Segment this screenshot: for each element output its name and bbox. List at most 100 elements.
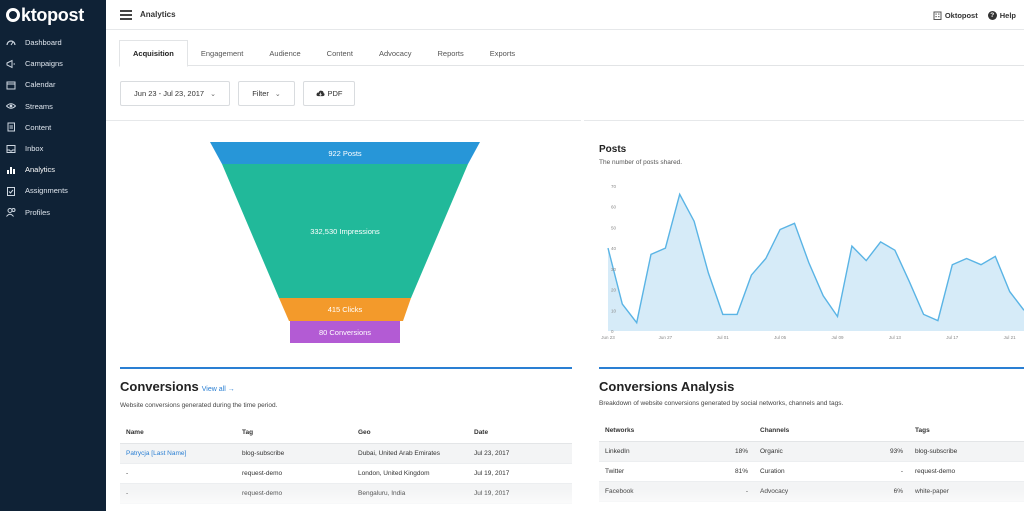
posts-chart-panel: Posts The number of posts shared. 0 10 20 3… [584,120,1024,355]
posts-area-fill [608,194,1024,331]
sidebar-item-campaigns[interactable]: Campaigns [0,53,106,74]
x-tick-label: Jul 17 [946,335,959,340]
table-row: - request-demo London, United Kingdom Ju… [120,463,572,484]
building-icon [933,11,942,20]
sidebar-item-dashboard[interactable]: Dashboard [0,32,106,53]
channel-share-cell: 93% [864,441,909,462]
posts-area-chart: 0 10 20 30 40 50 60 70 Jun 23 Jun 27 Jul 01 Jul 05 J… [601,184,1024,340]
users-icon [6,207,16,217]
sidebar-item-label: Calendar [25,80,56,90]
tag-cell: request-demo [236,463,352,484]
column-header-tag[interactable]: Tag [236,423,352,444]
contact-name-link[interactable]: Patrycja [Last Name] [120,443,236,464]
filter-bar: Jun 23 - Jul 23, 2017 ⌄ Filter ⌄ PDF [120,81,363,106]
tab-advocacy[interactable]: Advocacy [378,48,412,58]
conversions-table: Name Tag Geo Date Patrycja [Last Name] b… [120,423,572,504]
table-header-row: Name Tag Geo Date [120,423,572,444]
y-tick-label: 10 [611,308,617,313]
date-range-label: Jun 23 - Jul 23, 2017 [134,89,205,98]
sidebar-item-content[interactable]: Content [0,117,106,138]
conversions-title: Conversions View all → [120,379,235,394]
table-row: - request-demo Bengaluru, India Jul 19, … [120,483,572,504]
tab-exports[interactable]: Exports [489,48,516,58]
sidebar-item-label: Content [25,122,52,132]
help-link[interactable]: Help [999,10,1016,20]
clipboard-icon [6,186,16,196]
tab-reports[interactable]: Reports [437,48,464,58]
tag-cell: white-paper [909,481,1024,502]
tab-content[interactable]: Content [326,48,353,58]
funnel-stage-posts[interactable] [210,142,480,164]
analytics-tabs: Acquisition Engagement Audience Content … [119,40,1024,67]
acquisition-funnel: 922 Posts 332,530 Impressions 415 Clicks… [106,120,581,355]
funnel-stage-conversions[interactable] [290,321,400,343]
tab-engagement[interactable]: Engagement [200,48,244,58]
date-cell: Jul 19, 2017 [468,483,572,504]
y-tick-label: 60 [611,205,617,210]
channel-cell: Curation [754,461,864,482]
sidebar-item-assignments[interactable]: Assignments [0,180,106,201]
date-range-dropdown[interactable]: Jun 23 - Jul 23, 2017 ⌄ [120,81,230,106]
sidebar-item-calendar[interactable]: Calendar [0,74,106,95]
page-title: Analytics [140,10,176,19]
geo-cell: Bengaluru, India [352,483,468,504]
column-header-name[interactable]: Name [120,423,236,444]
posts-title: Posts [599,144,627,155]
funnel-label-clicks: 415 Clicks [328,305,363,314]
y-tick-label: 30 [611,267,617,272]
sidebar-item-label: Streams [25,101,53,111]
sidebar-nav: Dashboard Campaigns Calendar Streams Con… [0,32,106,223]
chevron-down-icon: ⌄ [274,90,281,98]
column-header-date[interactable]: Date [468,423,572,444]
chevron-down-icon: ⌄ [210,90,216,98]
bar-chart-icon [6,165,16,175]
top-bar: Analytics Oktopost ? Help [106,0,1024,30]
x-tick-label: Jun 23 [601,335,615,340]
network-cell: Facebook [599,481,709,502]
analysis-title: Conversions Analysis [599,379,735,394]
funnel-stage-clicks[interactable] [279,298,411,321]
sidebar-item-streams[interactable]: Streams [0,96,106,117]
funnel-stage-impressions[interactable] [222,164,468,298]
table-row: LinkedIn 18% Organic 93% blog-subscribe [599,441,1024,462]
y-tick-label: 0 [611,329,614,334]
posts-subtitle: The number of posts shared. [599,159,683,166]
sidebar: ktopost Dashboard Campaigns Calendar Str… [0,0,106,511]
channel-cell: Advocacy [754,481,864,502]
sidebar-item-profiles[interactable]: Profiles [0,202,106,223]
sidebar-item-inbox[interactable]: Inbox [0,138,106,159]
account-name[interactable]: Oktopost [944,10,978,20]
megaphone-icon [6,59,16,69]
geo-cell: Dubai, United Arab Emirates [352,443,468,464]
column-header-geo[interactable]: Geo [352,423,468,444]
table-header-row: Networks Channels Tags [599,421,1024,442]
x-tick-label: Jul 05 [774,335,787,340]
sidebar-item-label: Profiles [25,207,51,217]
help-icon[interactable]: ? [987,10,997,20]
oktopost-logo[interactable]: ktopost [0,0,106,30]
pdf-button[interactable]: PDF [303,81,355,106]
column-header-networks[interactable]: Networks [599,421,754,442]
channel-share-cell: 6% [864,481,909,502]
contact-name-cell: - [120,483,236,504]
sidebar-item-label: Analytics [25,165,56,175]
filter-dropdown[interactable]: Filter ⌄ [238,81,295,106]
logo-text: ktopost [21,4,84,25]
date-cell: Jul 19, 2017 [468,463,572,484]
hamburger-menu-icon[interactable] [120,9,132,20]
column-header-channels[interactable]: Channels [754,421,909,442]
filter-label: Filter [252,89,269,98]
sidebar-item-analytics[interactable]: Analytics [0,159,106,180]
tag-cell: blog-subscribe [909,441,1024,462]
tab-audience[interactable]: Audience [269,48,301,58]
tab-acquisition[interactable]: Acquisition [119,40,188,67]
tag-cell: request-demo [909,461,1024,482]
tag-cell: blog-subscribe [236,443,352,464]
network-share-cell: - [709,481,754,502]
view-all-link[interactable]: View all → [201,386,235,393]
table-row: Twitter 81% Curation - request-demo [599,461,1024,482]
channel-cell: Organic [754,441,864,462]
date-cell: Jul 23, 2017 [468,443,572,464]
y-tick-label: 20 [611,288,617,293]
column-header-tags[interactable]: Tags [909,421,1024,442]
